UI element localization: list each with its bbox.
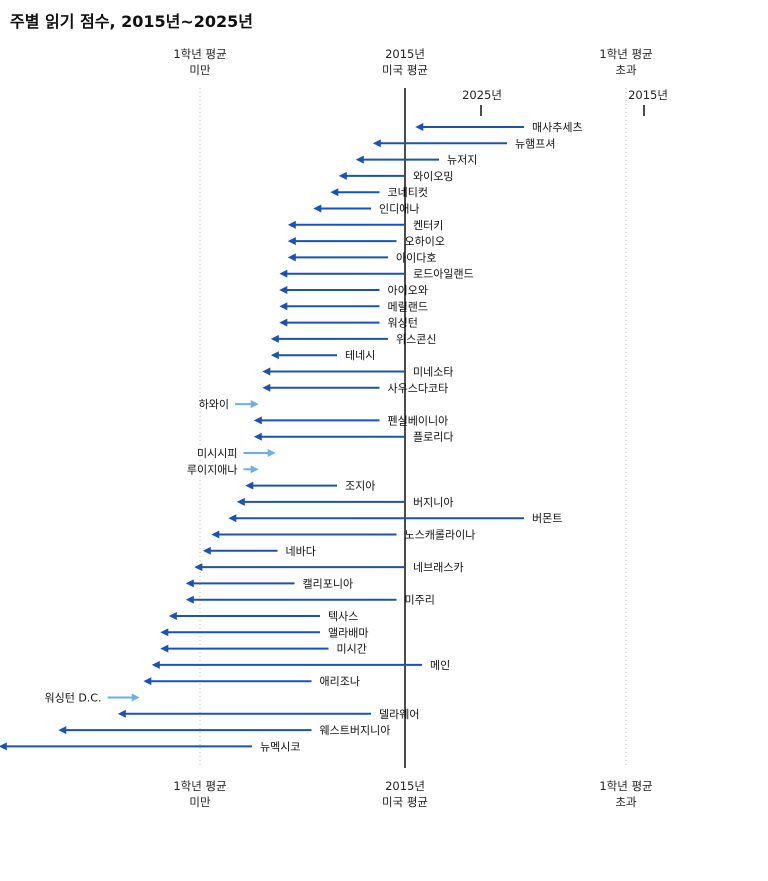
state-label: 미네소타 [413,366,453,379]
state-label: 아이다호 [396,251,436,264]
legend-2025-label: 2025년 [462,88,502,102]
above-avg-label-bottom-1: 1학년 평균 [599,779,652,793]
state-label: 미시시피 [197,447,237,460]
state-label: 켄터키 [413,219,443,232]
state-label: 미주리 [405,594,435,607]
state-label: 네브래스카 [413,561,464,574]
state-label: 노스캐롤라이나 [405,529,476,542]
state-label: 루이지애나 [187,463,238,476]
below-avg-label-bottom-2: 미만 [189,795,211,809]
below-avg-label-bottom-1: 1학년 평균 [173,779,226,793]
state-label: 하와이 [199,397,229,411]
state-label: 아이오와 [388,284,428,297]
state-label: 애리조나 [320,675,360,688]
state-label: 펜실베이니아 [388,414,449,427]
above-avg-label-top-2: 초과 [615,63,637,77]
state-label: 워싱턴 D.C. [44,692,101,705]
above-avg-label-bottom-2: 초과 [615,795,637,809]
legend-2015-label: 2015년 [628,88,668,102]
below-avg-label-top-1: 1학년 평균 [173,47,226,61]
state-label: 앨라배마 [328,626,368,639]
state-label: 뉴멕시코 [260,740,300,753]
chart-title: 주별 읽기 점수, 2015년~2025년 [10,12,254,31]
state-label: 로드아일랜드 [413,267,474,281]
state-label: 인디애나 [379,203,419,216]
us-avg-label-bottom-1: 2015년 [385,779,425,793]
state-label: 캘리포니아 [303,577,354,590]
state-label: 뉴저지 [447,154,477,167]
below-avg-label-top-2: 미만 [189,63,211,77]
us-avg-label-bottom-2: 미국 평균 [382,795,428,809]
state-label: 메인 [430,659,450,672]
state-label: 메릴랜드 [388,300,428,313]
state-label: 워싱턴 [388,317,418,330]
state-label: 웨스트버지니아 [320,724,391,737]
state-label: 텍사스 [328,610,358,623]
state-label: 오하이오 [405,234,445,248]
state-label: 사우스다코타 [388,382,449,395]
state-label: 델라웨어 [379,708,419,721]
state-label: 뉴햄프셔 [515,137,555,150]
state-label: 미시간 [337,643,367,656]
us-avg-label-top-2: 미국 평균 [382,63,428,77]
state-label: 조지아 [345,480,375,493]
state-label: 위스콘신 [396,333,436,346]
state-label: 네바다 [286,545,316,558]
state-label: 플로리다 [413,431,453,444]
above-avg-label-top-1: 1학년 평균 [599,47,652,61]
us-avg-label-top-1: 2015년 [385,47,425,61]
state-label: 버몬트 [532,512,562,525]
state-label: 와이오밍 [413,170,453,183]
state-label: 코네티컷 [388,186,428,199]
state-label: 버지니아 [413,496,453,509]
state-label: 매사추세츠 [532,121,583,134]
state-label: 테네시 [345,349,375,362]
